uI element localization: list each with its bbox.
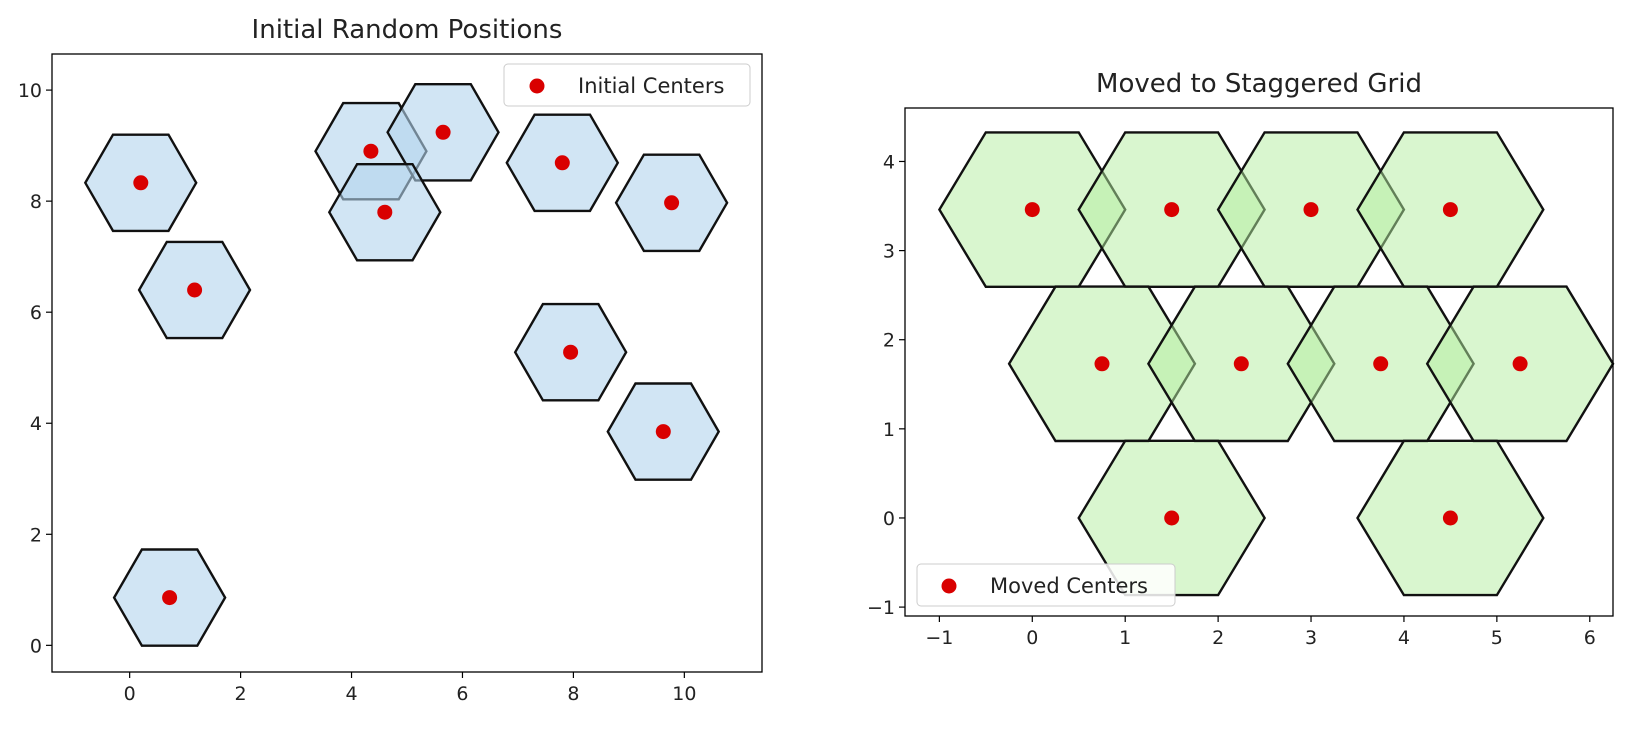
center-point [162, 590, 178, 606]
y-tick-label: 0 [883, 508, 895, 530]
chart-title-right: Moved to Staggered Grid [1096, 69, 1422, 99]
y-tick-label: 2 [883, 330, 895, 352]
axes-frame-left [51, 53, 763, 673]
y-tick-label: 4 [883, 151, 895, 173]
y-ticks-left: 0 2 4 6 8 10 [18, 80, 52, 657]
legend-label-initial-centers: Initial Centers [578, 74, 724, 98]
legend-box-right [916, 563, 1176, 607]
marker-layer-left [133, 124, 680, 606]
y-tick-label: 10 [18, 80, 42, 102]
center-point [377, 204, 393, 220]
y-tick-label: 4 [30, 413, 42, 435]
chart-title-left: Initial Random Positions [252, 15, 563, 45]
center-point [435, 124, 451, 140]
legend-marker-moved-centers [941, 578, 957, 594]
center-point [563, 344, 579, 360]
legend-box-left [503, 63, 751, 107]
axes-frame-right [904, 107, 1614, 617]
legend-label-moved-centers: Moved Centers [990, 574, 1148, 598]
x-ticks-left: 0 2 4 6 8 10 [124, 672, 696, 705]
x-tick-label: 0 [124, 683, 136, 705]
center-point [1233, 356, 1249, 372]
center-point [1373, 356, 1389, 372]
y-ticks-right: −1 0 1 2 3 4 [867, 151, 905, 619]
center-point [1094, 356, 1110, 372]
x-tick-label: 1 [1119, 627, 1131, 649]
y-tick-label: 0 [30, 635, 42, 657]
chart-staggered-grid: −1 0 1 2 3 4 5 6 −1 0 1 2 3 4 Moved to Staggered Gri… [867, 69, 1615, 649]
center-point [1164, 202, 1180, 218]
center-point [1024, 202, 1040, 218]
center-point [363, 143, 379, 159]
center-point [655, 424, 671, 440]
x-tick-label: 5 [1491, 627, 1503, 649]
center-point [187, 282, 203, 298]
x-tick-label: 4 [1398, 627, 1410, 649]
center-point [664, 195, 680, 211]
x-tick-label: 2 [1212, 627, 1224, 649]
center-point [1303, 202, 1319, 218]
center-point [1164, 510, 1180, 526]
x-tick-label: 2 [235, 683, 247, 705]
marker-layer-right [1024, 202, 1528, 526]
chart-initial-positions: 0 2 4 6 8 10 0 2 4 6 8 10 Initial Random Positions… [18, 15, 763, 705]
x-ticks-right: −1 0 1 2 3 4 5 6 [925, 616, 1596, 649]
x-tick-label: 6 [456, 683, 468, 705]
y-tick-label: 1 [883, 419, 895, 441]
legend-left: Initial Centers [503, 63, 751, 107]
x-tick-label: 8 [567, 683, 579, 705]
x-tick-label: 3 [1305, 627, 1317, 649]
y-tick-label: 6 [30, 302, 42, 324]
x-tick-label: 6 [1584, 627, 1596, 649]
center-point [1512, 356, 1528, 372]
legend-marker-initial-centers [529, 78, 545, 94]
y-tick-label: −1 [867, 597, 895, 619]
x-tick-label: 0 [1026, 627, 1038, 649]
center-point [1442, 202, 1458, 218]
y-tick-label: 8 [30, 191, 42, 213]
y-tick-label: 2 [30, 524, 42, 546]
x-tick-label: 4 [345, 683, 357, 705]
center-point [1442, 510, 1458, 526]
center-point [133, 175, 149, 191]
legend-right: Moved Centers [916, 563, 1176, 607]
x-tick-label: 10 [672, 683, 696, 705]
center-point [554, 155, 570, 171]
y-tick-label: 3 [883, 241, 895, 263]
x-tick-label: −1 [925, 627, 953, 649]
